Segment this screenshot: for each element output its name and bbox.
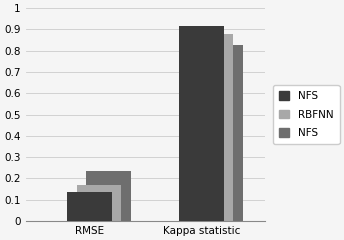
Bar — [189, 34, 233, 221]
Bar — [86, 171, 131, 221]
Bar — [67, 192, 112, 221]
Legend: NFS, RBFNN, NFS: NFS, RBFNN, NFS — [273, 85, 340, 144]
Bar — [179, 26, 224, 221]
Bar — [198, 45, 243, 221]
Bar — [77, 185, 121, 221]
